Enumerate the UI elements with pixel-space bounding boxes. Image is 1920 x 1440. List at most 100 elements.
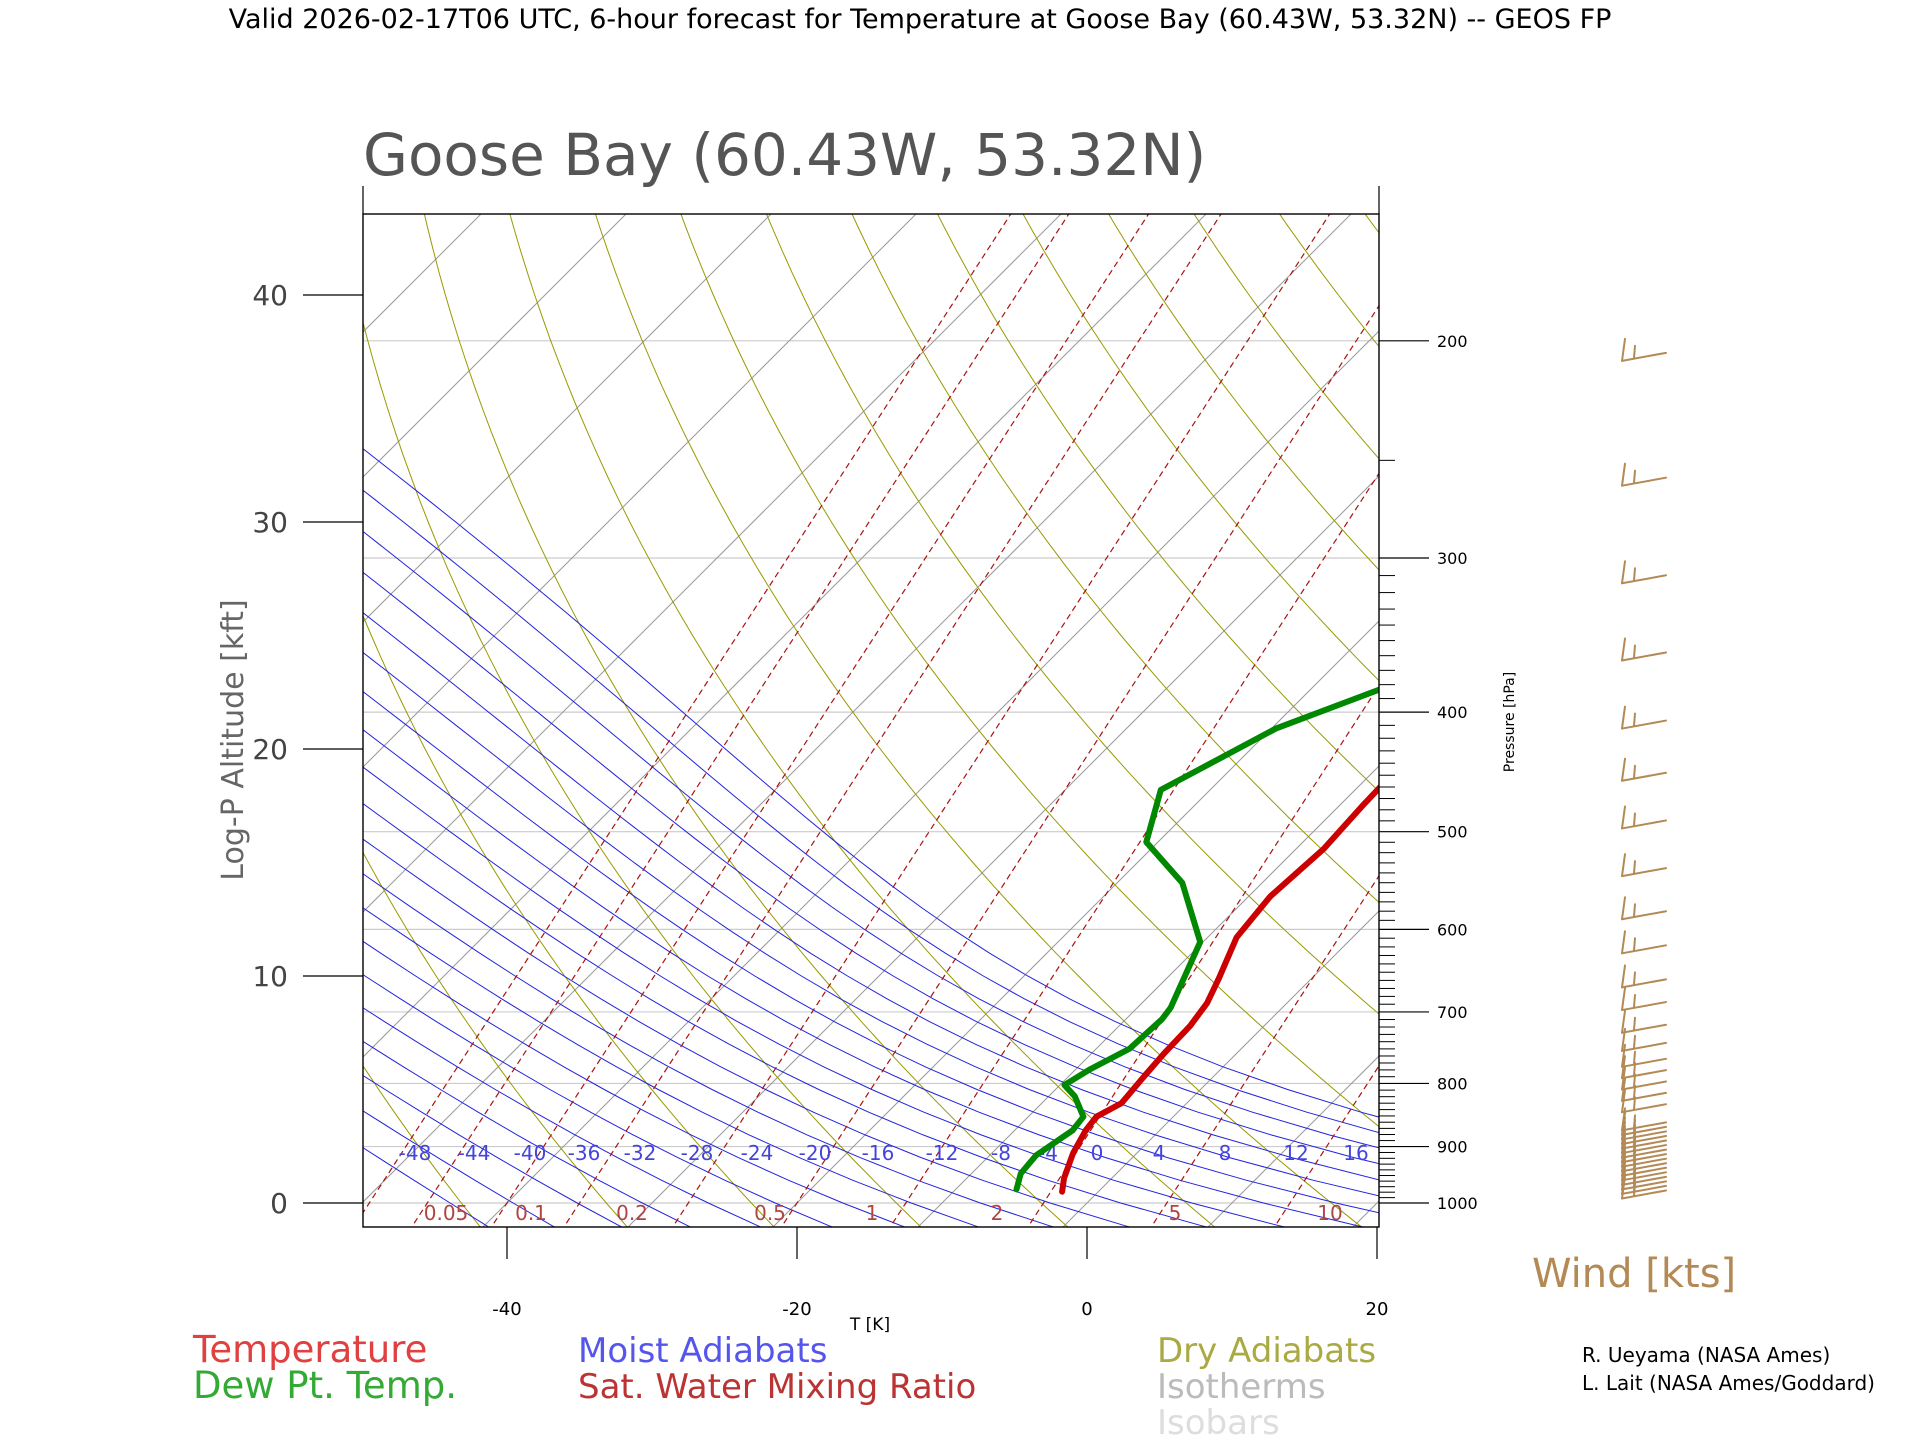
dry-adiabat-line	[0, 159, 201, 1249]
moist-adiabat-label: 12	[1283, 1141, 1308, 1165]
isotherm-line	[772, 620, 1379, 1227]
wind-barb	[1621, 1009, 1667, 1034]
dry-adiabat-lines	[0, 159, 1920, 1249]
wind-barb	[1621, 930, 1667, 955]
wind-barb	[1621, 964, 1667, 989]
moist-adiabat-line	[363, 612, 1379, 1181]
x-tick-label: -20	[782, 1299, 811, 1320]
moist-adiabat-line	[363, 489, 1379, 1134]
pressure-tick-label: 600	[1437, 920, 1468, 939]
moist-adiabat-label: -36	[568, 1141, 601, 1165]
legend-dry-adiabats: Dry Adiabats	[1157, 1331, 1376, 1371]
isotherm-line	[363, 214, 627, 478]
mixing-ratio-label: 0.2	[616, 1201, 648, 1225]
moist-adiabat-label: 0	[1091, 1141, 1104, 1165]
y-tick-label: 40	[252, 279, 288, 312]
wind-label: Wind [kts]	[1532, 1251, 1736, 1297]
isotherm-line	[917, 765, 1379, 1227]
wind-barb	[1621, 637, 1667, 662]
pressure-tick-label: 400	[1437, 703, 1468, 722]
mixing-ratio-line	[363, 214, 1012, 1214]
mixing-ratio-line	[889, 472, 1379, 1227]
wind-barb	[1621, 1043, 1667, 1068]
moist-adiabat-line	[363, 974, 834, 1227]
wind-barb	[1621, 337, 1667, 362]
moist-adiabat-line	[363, 690, 1379, 1214]
moist-adiabat-label: 8	[1219, 1141, 1232, 1165]
dry-adiabat-line	[363, 614, 775, 1227]
isotherm-line	[1477, 159, 1920, 1249]
moist-adiabat-line	[363, 907, 981, 1227]
figure-header: Valid 2026-02-17T06 UTC, 6-hour forecast…	[229, 4, 1612, 35]
background-lines	[0, 159, 1920, 1249]
wind-barb	[1621, 757, 1667, 782]
dry-adiabat-line	[1193, 214, 1379, 460]
dry-adiabat-line	[509, 214, 1216, 1227]
mixing-ratio-label: 1	[866, 1201, 879, 1225]
isotherm-line	[627, 475, 1379, 1227]
wind-barb	[1621, 560, 1667, 585]
profile-lines	[1013, 686, 1379, 1195]
x-tick-label: 20	[1366, 1299, 1389, 1320]
mixing-ratio-line	[671, 214, 1331, 1227]
temperature-profile	[1059, 783, 1379, 1195]
x-tick-label: -40	[492, 1299, 521, 1320]
isotherm-line	[0, 159, 391, 1249]
moist-adiabat-label: -28	[681, 1141, 714, 1165]
isotherm-line	[363, 214, 772, 623]
dry-adiabat-line	[594, 214, 1363, 1227]
isotherm-line	[482, 330, 1379, 1227]
moist-adiabat-label: -48	[399, 1141, 432, 1165]
moist-adiabat-line	[363, 1040, 692, 1227]
moist-adiabat-line	[363, 1007, 762, 1227]
legend-temperature: Temperature	[192, 1328, 427, 1371]
mixing-ratio-lines	[363, 214, 1379, 1227]
moist-adiabat-line	[363, 729, 1366, 1227]
mixing-ratio-line	[490, 214, 1150, 1227]
dry-adiabat-line	[1492, 159, 1920, 1249]
dry-adiabat-line	[1107, 214, 1379, 571]
isotherm-line	[1352, 1200, 1379, 1227]
wind-barb	[1621, 705, 1667, 730]
pressure-axis-label: Pressure [hPa]	[1502, 672, 1518, 772]
legend: Temperature Dew Pt. Temp. Moist Adiabats…	[192, 1328, 1376, 1440]
moist-adiabat-label: -20	[799, 1141, 832, 1165]
moist-adiabat-label: -32	[624, 1141, 657, 1165]
moist-adiabat-line	[363, 651, 1379, 1197]
pressure-tick-label: 800	[1437, 1074, 1468, 1093]
dry-adiabat-line	[1824, 159, 1920, 1249]
dry-adiabat-line	[363, 1064, 481, 1227]
legend-isobars: Isobars	[1157, 1403, 1280, 1440]
mixing-ratio-label: 5	[1169, 1201, 1182, 1225]
dry-adiabat-line	[1907, 159, 1920, 1249]
moist-adiabat-label: -8	[991, 1141, 1011, 1165]
dry-adiabat-line	[851, 214, 1379, 904]
y-tick-label: 20	[252, 733, 288, 766]
moist-adiabat-line	[363, 873, 1056, 1227]
inplot-labels: -48 -44 -40 -36 -32 -28 -24 -20 -16 -12 -8 -4 0 4 8 12 1…	[399, 1141, 1369, 1225]
dry-adiabat-line	[0, 159, 349, 1249]
mixing-ratio-label: 0.05	[424, 1201, 469, 1225]
dry-adiabat-line	[1658, 159, 1920, 1249]
y-axis-label: Log-P Altitude [kft]	[216, 599, 251, 880]
legend-isotherms: Isotherms	[1157, 1367, 1326, 1407]
moist-adiabat-line	[363, 530, 1379, 1149]
moist-adiabat-label: -12	[926, 1141, 959, 1165]
dry-adiabat-line	[363, 851, 628, 1227]
moist-adiabat-line	[363, 838, 1132, 1227]
dry-adiabat-line	[936, 214, 1379, 793]
moist-adiabat-line	[363, 1074, 623, 1227]
isotherm-lines	[0, 159, 1920, 1249]
isotherm-line	[1207, 1055, 1379, 1227]
dry-adiabat-line	[423, 214, 1069, 1227]
wind-barb	[1621, 805, 1667, 830]
dry-adiabat-line	[0, 159, 52, 1249]
mixing-ratio-line	[563, 214, 1222, 1227]
moist-adiabat-label: -44	[458, 1141, 491, 1165]
mixing-ratio-line	[780, 304, 1379, 1227]
y-tick-label: 30	[252, 506, 288, 539]
pressure-tick-label: 300	[1437, 549, 1468, 568]
wind-barb	[1621, 853, 1667, 878]
mixing-ratio-label: 10	[1317, 1201, 1342, 1225]
plot-title: Goose Bay (60.43W, 53.32N)	[363, 121, 1206, 189]
